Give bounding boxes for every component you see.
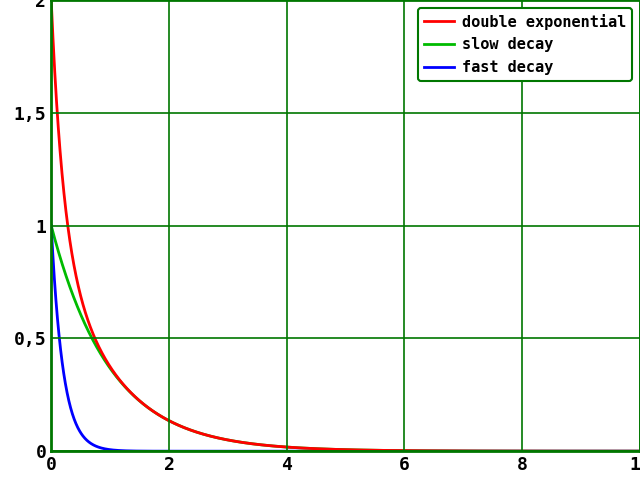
slow decay xyxy=(47,223,55,228)
Line: double exponential: double exponential xyxy=(51,0,640,451)
Legend: double exponential, slow decay, fast decay: double exponential, slow decay, fast dec… xyxy=(418,8,632,81)
double exponential xyxy=(561,448,569,454)
slow decay xyxy=(150,408,157,414)
Line: slow decay: slow decay xyxy=(51,226,640,451)
fast decay xyxy=(636,448,640,454)
fast decay xyxy=(273,448,281,454)
fast decay xyxy=(561,448,569,454)
slow decay xyxy=(561,448,569,454)
double exponential xyxy=(150,408,157,414)
double exponential xyxy=(636,448,640,454)
fast decay xyxy=(47,223,55,228)
double exponential xyxy=(273,444,281,449)
Line: fast decay: fast decay xyxy=(51,226,640,451)
slow decay xyxy=(625,448,632,454)
double exponential xyxy=(299,445,307,451)
slow decay xyxy=(299,445,307,451)
fast decay xyxy=(150,448,157,454)
double exponential xyxy=(47,0,55,3)
fast decay xyxy=(299,448,307,454)
slow decay xyxy=(115,376,122,382)
double exponential xyxy=(115,375,122,381)
fast decay xyxy=(115,447,122,453)
double exponential xyxy=(625,448,632,454)
slow decay xyxy=(636,448,640,454)
slow decay xyxy=(273,444,281,449)
fast decay xyxy=(625,448,632,454)
